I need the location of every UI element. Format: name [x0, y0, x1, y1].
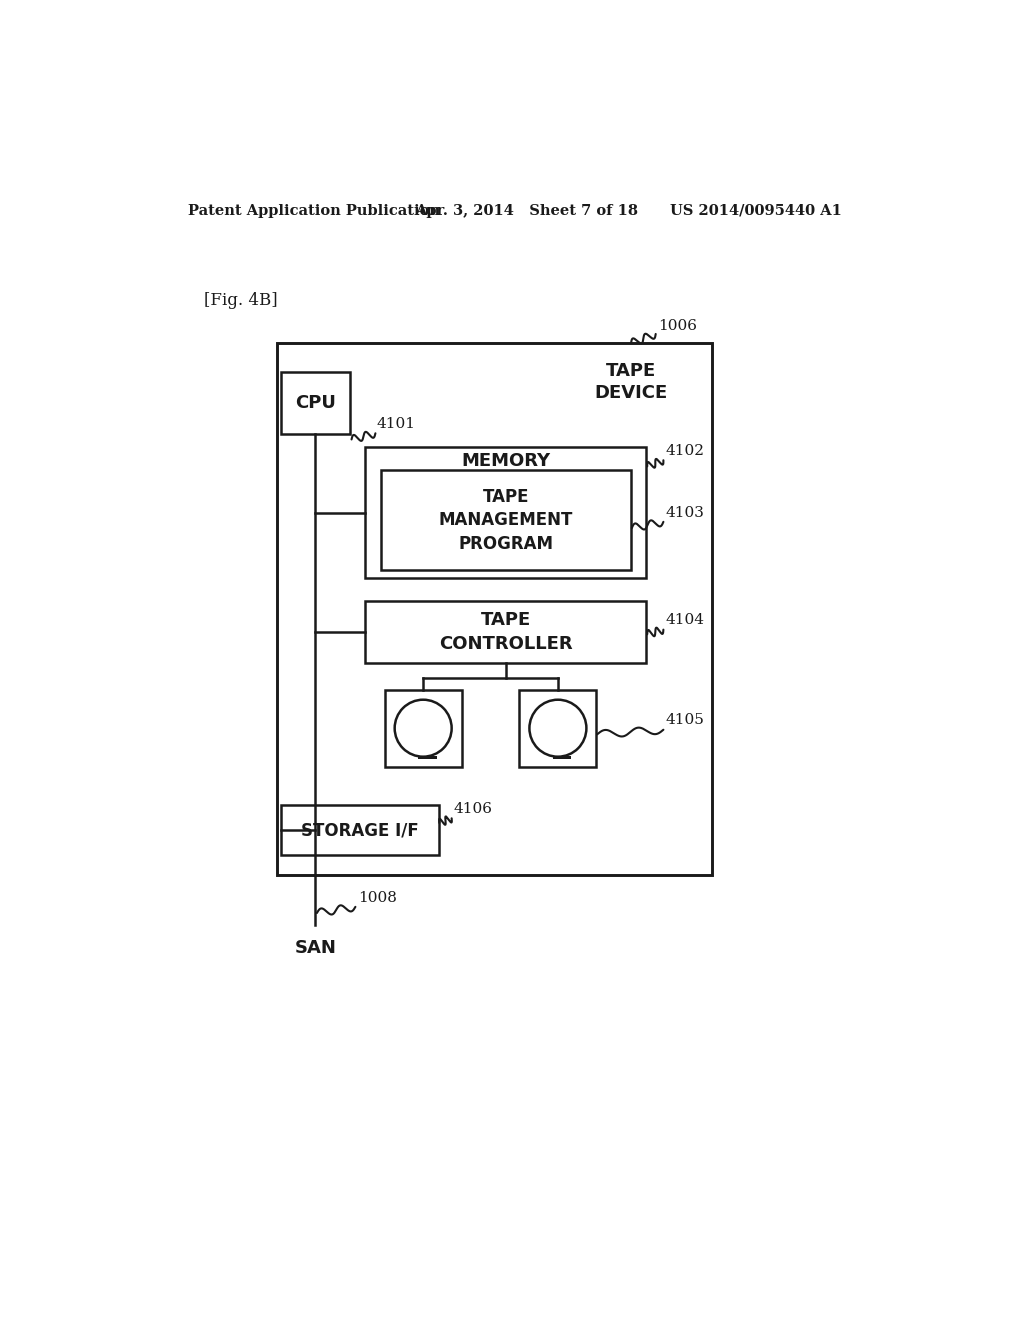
- Bar: [366, 447, 646, 578]
- Text: 4103: 4103: [666, 506, 705, 520]
- Text: [Fig. 4B]: [Fig. 4B]: [204, 292, 278, 309]
- Text: Apr. 3, 2014   Sheet 7 of 18: Apr. 3, 2014 Sheet 7 of 18: [416, 203, 638, 218]
- Text: TAPE
CONTROLLER: TAPE CONTROLLER: [439, 611, 572, 653]
- Text: 1006: 1006: [658, 319, 697, 333]
- Bar: [381, 470, 631, 570]
- Bar: [281, 372, 350, 434]
- Text: 4105: 4105: [666, 714, 705, 727]
- Text: CPU: CPU: [295, 395, 336, 412]
- Bar: [385, 689, 462, 767]
- Bar: [281, 805, 438, 855]
- Text: SAN: SAN: [295, 939, 336, 957]
- Bar: [276, 343, 712, 875]
- Text: 4101: 4101: [377, 417, 416, 432]
- Text: 4104: 4104: [666, 614, 705, 627]
- Bar: [366, 601, 646, 663]
- Text: MEMORY: MEMORY: [462, 451, 551, 470]
- Text: STORAGE I/F: STORAGE I/F: [301, 821, 419, 840]
- Text: 1008: 1008: [357, 891, 396, 904]
- Text: US 2014/0095440 A1: US 2014/0095440 A1: [670, 203, 842, 218]
- Text: TAPE
MANAGEMENT
PROGRAM: TAPE MANAGEMENT PROGRAM: [438, 487, 573, 553]
- Bar: [519, 689, 596, 767]
- Text: TAPE
DEVICE: TAPE DEVICE: [595, 362, 668, 401]
- Text: 4102: 4102: [666, 444, 705, 458]
- Text: Patent Application Publication: Patent Application Publication: [188, 203, 440, 218]
- Text: 4106: 4106: [454, 803, 493, 816]
